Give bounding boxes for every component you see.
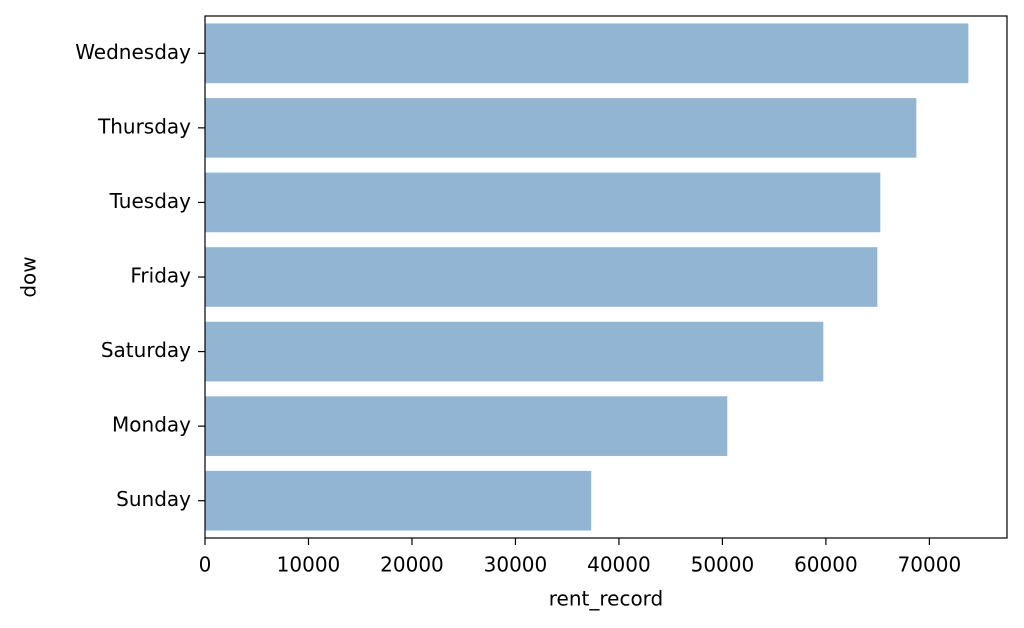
- x-tick-label: 50000: [691, 553, 755, 577]
- x-tick-label: 30000: [484, 553, 548, 577]
- bar: [205, 172, 881, 233]
- x-tick-label: 0: [199, 553, 212, 577]
- bar: [205, 470, 592, 531]
- bar: [205, 247, 878, 307]
- x-tick-label: 20000: [380, 553, 444, 577]
- x-tick-label: 10000: [277, 553, 341, 577]
- y-tick-label: Friday: [130, 264, 191, 288]
- x-tick-label: 70000: [898, 553, 962, 577]
- bar: [205, 23, 969, 84]
- bar: [205, 98, 917, 158]
- bar: [205, 321, 824, 382]
- y-axis-label: dow: [17, 256, 41, 297]
- y-tick-label: Sunday: [116, 487, 191, 511]
- y-tick-label: Thursday: [97, 114, 191, 138]
- y-tick-label: Wednesday: [75, 40, 191, 64]
- y-tick-label: Monday: [112, 413, 191, 437]
- y-tick-label: Saturday: [101, 338, 191, 362]
- bar: [205, 396, 728, 456]
- plot-frame: [204, 15, 1008, 539]
- x-tick-label: 40000: [587, 553, 651, 577]
- x-tick-label: 60000: [794, 553, 858, 577]
- y-tick-label: Tuesday: [109, 189, 192, 213]
- x-axis-label: rent_record: [549, 587, 664, 611]
